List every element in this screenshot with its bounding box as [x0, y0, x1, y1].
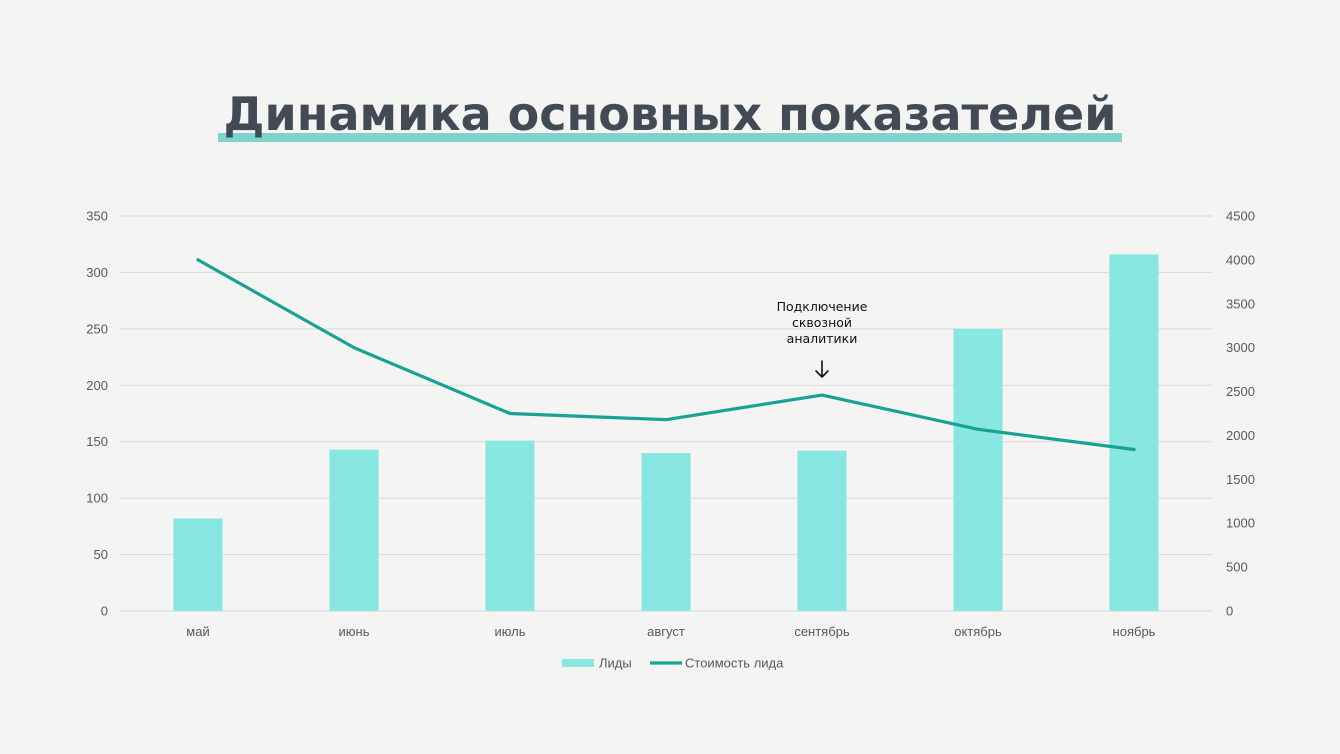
line-point [664, 418, 668, 422]
y-right-tick-label: 3000 [1226, 340, 1255, 355]
page-title: Динамика основных показателей [217, 84, 1123, 144]
line-point [196, 258, 200, 262]
y-left-tick-label: 200 [86, 378, 108, 393]
y-right-tick-label: 1000 [1226, 516, 1255, 531]
y-right-tick-label: 500 [1226, 560, 1248, 575]
y-right-tick-label: 2000 [1226, 428, 1255, 443]
y-left-tick-label: 0 [101, 604, 108, 619]
y-right-tick-label: 4000 [1226, 252, 1255, 267]
legend-swatch-lidy [562, 659, 594, 667]
title-area: Динамика основных показателей [0, 84, 1340, 144]
y-right-tick-label: 1500 [1226, 472, 1255, 487]
y-right-tick-label: 3500 [1226, 296, 1255, 311]
x-category-label: август [647, 624, 685, 639]
bar-lidy [173, 518, 223, 611]
down-arrow-icon [815, 360, 829, 378]
y-left-tick-label: 100 [86, 491, 108, 506]
annotation-text: Подключение [777, 299, 868, 314]
line-point [820, 393, 824, 397]
annotation-text: сквозной [792, 315, 852, 330]
legend-label-lidy: Лиды [599, 656, 632, 671]
x-category-label: июнь [339, 624, 370, 639]
title-underline [217, 133, 1123, 142]
y-right-tick-label: 2500 [1226, 384, 1255, 399]
x-category-label: май [186, 624, 209, 639]
bar-lidy [485, 440, 535, 611]
page-title-text: Динамика основных показателей [223, 87, 1117, 141]
y-left-tick-label: 350 [86, 209, 108, 224]
x-category-label: ноябрь [1113, 624, 1156, 639]
bar-lidy [641, 453, 691, 611]
line-point [352, 346, 356, 350]
bar-lidy [1109, 254, 1159, 611]
line-point [976, 427, 980, 431]
y-left-tick-label: 300 [86, 265, 108, 280]
y-right-tick-label: 4500 [1226, 209, 1255, 224]
bar-lidy [797, 450, 847, 611]
line-point [1132, 447, 1136, 452]
x-category-label: октябрь [954, 624, 1002, 639]
annotation-text: аналитики [787, 331, 858, 346]
y-left-tick-label: 250 [86, 321, 108, 336]
line-point [508, 411, 512, 416]
x-category-label: сентябрь [794, 624, 850, 639]
bar-lidy [953, 328, 1003, 611]
y-left-tick-label: 50 [94, 547, 108, 562]
bar-lidy [329, 449, 379, 611]
legend-label-stoimost: Стоимость лида [685, 656, 784, 671]
y-left-tick-label: 150 [86, 434, 108, 449]
x-category-label: июль [494, 624, 525, 639]
y-right-tick-label: 0 [1226, 604, 1233, 619]
